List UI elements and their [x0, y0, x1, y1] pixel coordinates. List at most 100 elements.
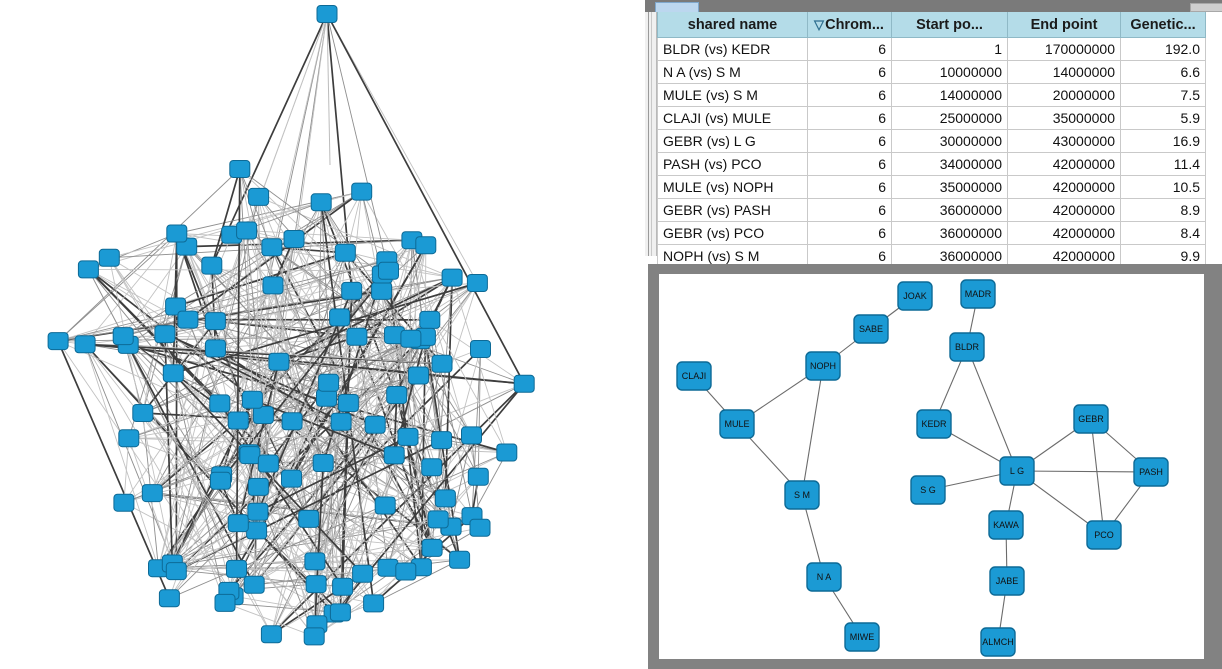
overview-edge[interactable] — [339, 316, 525, 385]
overview-edge[interactable] — [57, 259, 387, 342]
overview-edge[interactable] — [122, 335, 226, 604]
overview-node[interactable] — [227, 411, 249, 430]
table-row[interactable]: PASH (vs) PCO 6 34000000 42000000 11.4 — [657, 152, 1206, 176]
overview-node[interactable] — [227, 514, 249, 533]
node-shape[interactable] — [806, 562, 842, 592]
overview-edge[interactable] — [387, 282, 478, 568]
overview-node[interactable] — [132, 404, 154, 422]
overview-edge[interactable] — [313, 571, 407, 637]
overview-edge[interactable] — [210, 168, 241, 266]
overview-node[interactable] — [371, 281, 393, 300]
overview-node[interactable] — [214, 593, 236, 612]
overview-edge[interactable] — [224, 602, 341, 613]
detail-network-panel[interactable]: CLAJI MULE NOPH SABE JOAK S M N A MIWE MADR BLDR K… — [648, 264, 1222, 669]
network-node[interactable]: L G — [999, 456, 1035, 486]
overview-node[interactable] — [204, 312, 226, 331]
node-shape[interactable] — [980, 627, 1016, 657]
overview-edge[interactable] — [109, 239, 412, 259]
column-header-start-point[interactable]: Start po... — [891, 12, 1008, 38]
overview-network-panel[interactable] — [0, 0, 645, 669]
overview-node[interactable] — [283, 230, 305, 248]
overview-node[interactable] — [229, 160, 251, 178]
overview-edge[interactable] — [122, 191, 362, 337]
overview-edge[interactable] — [313, 462, 325, 637]
tab-fragment[interactable] — [655, 2, 699, 13]
network-node[interactable]: GEBR — [1073, 404, 1109, 434]
overview-edge[interactable] — [356, 282, 478, 338]
edge-attribute-table[interactable]: shared name ▽ Chrom... Start po... End p… — [657, 12, 1206, 268]
overview-edge[interactable] — [187, 319, 318, 625]
overview-edge[interactable] — [237, 191, 363, 421]
overview-edge[interactable] — [151, 419, 239, 494]
overview-node[interactable] — [513, 374, 535, 393]
overview-node[interactable] — [303, 627, 325, 646]
table-row[interactable]: GEBR (vs) L G 6 30000000 43000000 16.9 — [657, 129, 1206, 153]
overview-node[interactable] — [205, 339, 226, 358]
overview-edge[interactable] — [176, 233, 439, 520]
network-node[interactable]: KAWA — [988, 510, 1024, 540]
overview-node[interactable] — [431, 431, 453, 450]
overview-edge[interactable] — [172, 518, 439, 564]
overview-edge[interactable] — [84, 344, 159, 569]
overview-edge[interactable] — [387, 363, 443, 568]
overview-edge[interactable] — [326, 397, 395, 456]
overview-node[interactable] — [262, 276, 284, 295]
overview-node[interactable] — [434, 489, 456, 508]
overview-node[interactable] — [421, 538, 443, 557]
overview-node[interactable] — [337, 394, 359, 412]
overview-node[interactable] — [77, 260, 99, 279]
overview-edge[interactable] — [108, 257, 335, 614]
overview-edge[interactable] — [175, 338, 412, 572]
table-row[interactable]: N A (vs) S M 6 10000000 14000000 6.6 — [657, 60, 1206, 84]
overview-node[interactable] — [441, 268, 463, 287]
overview-node[interactable] — [397, 427, 419, 446]
overview-node[interactable] — [332, 577, 354, 596]
overview-edge[interactable] — [172, 247, 273, 374]
column-header-shared-name[interactable]: shared name — [657, 12, 808, 38]
overview-edge[interactable] — [407, 338, 412, 437]
overview-node[interactable] — [346, 327, 368, 346]
overview-node[interactable] — [312, 454, 334, 472]
overview-node[interactable] — [257, 454, 279, 473]
overview-edge[interactable] — [278, 361, 324, 464]
overview-edge[interactable] — [308, 518, 433, 549]
overview-node[interactable] — [98, 248, 120, 267]
table-row[interactable]: MULE (vs) S M 6 14000000 20000000 7.5 — [657, 83, 1206, 107]
overview-node[interactable] — [246, 521, 268, 540]
overview-edge[interactable] — [322, 462, 386, 506]
overview-edge[interactable] — [257, 290, 353, 513]
overview-edge[interactable] — [123, 285, 274, 503]
overview-node[interactable] — [236, 221, 258, 240]
overview-node[interactable] — [352, 564, 374, 583]
overview-edge[interactable] — [290, 244, 427, 480]
overview-edge[interactable] — [246, 230, 269, 464]
overview-edge[interactable] — [157, 414, 265, 569]
overview-edge[interactable] — [320, 202, 443, 441]
node-shape[interactable] — [897, 281, 933, 311]
overview-node[interactable] — [330, 412, 352, 431]
overview-edge[interactable] — [236, 568, 363, 575]
overview-node[interactable] — [466, 274, 488, 292]
overview-edge[interactable] — [84, 344, 177, 572]
overview-node[interactable] — [374, 496, 396, 515]
overview-edge[interactable] — [239, 168, 383, 275]
network-node[interactable]: S M — [784, 480, 820, 510]
overview-edge[interactable] — [57, 233, 178, 342]
node-shape[interactable] — [988, 510, 1024, 540]
overview-node[interactable] — [247, 502, 269, 521]
node-shape[interactable] — [1073, 404, 1109, 434]
overview-edge[interactable] — [237, 361, 280, 524]
overview-node[interactable] — [281, 469, 302, 488]
overview-edge[interactable] — [278, 335, 358, 363]
overview-edge[interactable] — [450, 435, 472, 527]
overview-edge[interactable] — [451, 277, 508, 453]
overview-edge[interactable] — [373, 559, 460, 604]
node-shape[interactable] — [949, 332, 985, 362]
overview-node[interactable] — [400, 329, 422, 348]
overview-edge[interactable] — [123, 259, 387, 337]
overview-node[interactable] — [316, 5, 338, 23]
overview-node[interactable] — [201, 256, 223, 275]
overview-node[interactable] — [351, 182, 373, 201]
overview-node[interactable] — [496, 443, 518, 462]
overview-node[interactable] — [378, 261, 399, 280]
